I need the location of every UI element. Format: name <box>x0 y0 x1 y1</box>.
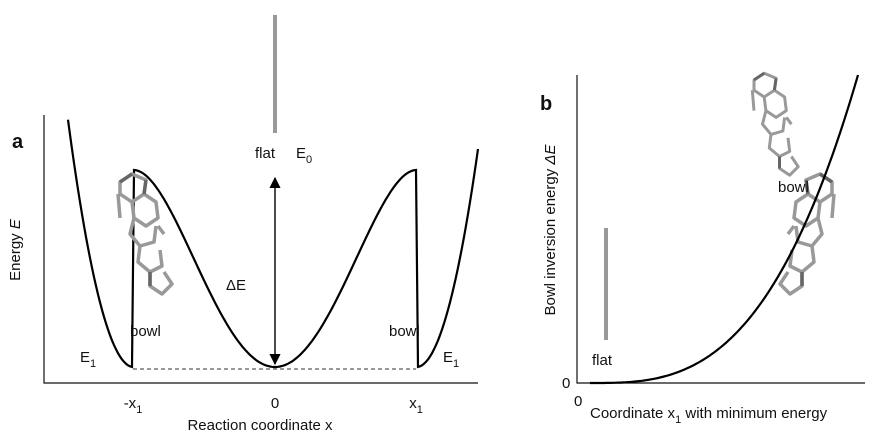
energy-label: E1 <box>443 349 459 370</box>
bowl-label: bowl <box>130 323 161 340</box>
figure: a Energy E flat E0 bowl bowl E1 E1 ΔE -x… <box>0 0 875 434</box>
bowl-molecule <box>752 73 798 175</box>
energy-label: E1 <box>80 349 96 370</box>
origin-label: 0 <box>562 375 570 392</box>
panel-label: a <box>12 131 24 153</box>
barrier-label: ΔE <box>226 277 246 294</box>
origin-label: 0 <box>574 393 582 410</box>
x-tick-label: x1 <box>409 395 423 416</box>
energy-label: E0 <box>296 145 312 166</box>
x-axis-label: Reaction coordinate x <box>187 417 333 434</box>
y-axis-label: Bowl inversion energy ΔE <box>542 144 559 316</box>
flat-label: flat <box>592 352 613 369</box>
bowl-label: bowl <box>389 323 420 340</box>
x-axis-label: Coordinate x1 with minimum energy <box>590 405 828 426</box>
flat-label: flat <box>255 145 276 162</box>
bowl-label: bowl <box>778 179 809 196</box>
y-axis-label: Energy E <box>7 218 24 281</box>
bowl-molecule <box>118 174 172 294</box>
energy-curve <box>590 75 858 383</box>
x-tick-label: 0 <box>271 395 279 412</box>
panel-label: b <box>540 93 552 115</box>
x-tick-label: -x1 <box>124 395 143 416</box>
